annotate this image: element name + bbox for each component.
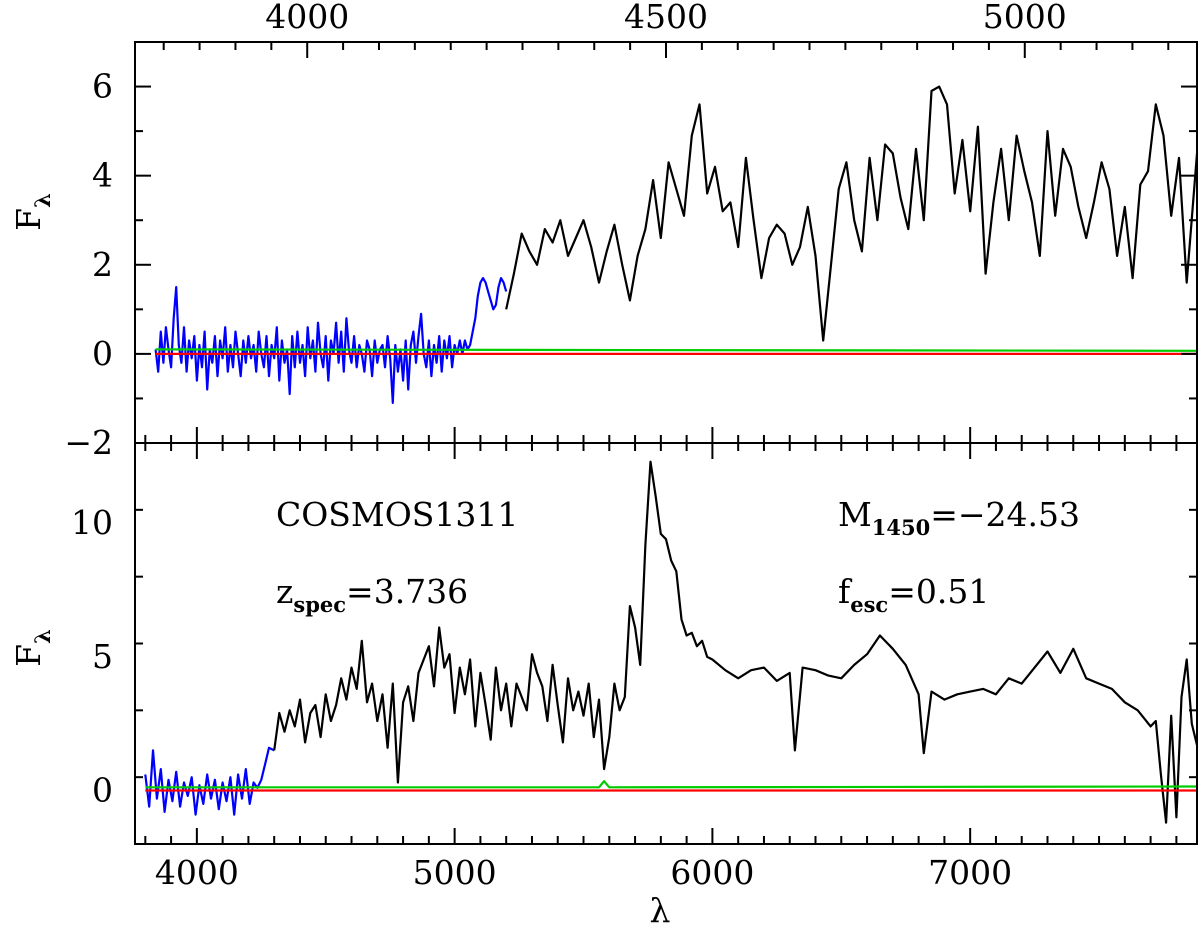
top-ticks: −2 0 2 4 6 4000 4500 5000 [64,0,1197,462]
top-series-line-2 [155,348,1198,352]
annotation-object-name: COSMOS1311 [276,495,518,534]
top-ytick-label: 2 [92,245,113,284]
bottom-xtick-label: 5000 [413,853,497,892]
top-series-line-0 [154,277,508,404]
annotation-redshift: zspec=3.736 [276,572,468,617]
bottom-ylabel: Fλ [9,629,55,667]
bottom-xtick-label: 6000 [670,853,754,892]
bottom-series-line-0 [144,746,275,816]
top-axis-tick-label: 4500 [624,0,708,36]
top-panel: −2 0 2 4 6 4000 4500 5000 Fλ [9,0,1199,462]
top-ytick-label: 6 [92,67,113,106]
bottom-xlabel: λ [650,891,671,930]
bottom-ytick-label: 10 [71,503,113,542]
top-series-group [154,85,1199,404]
top-axis-tick-label: 4000 [265,0,349,36]
top-axis-tick-label: 5000 [983,0,1067,36]
top-series-line-1 [505,85,1199,342]
bottom-series-group [144,460,1199,824]
annotation-magnitude: M1450=−24.53 [838,495,1080,540]
top-ytick-label: 0 [92,334,113,373]
bottom-panel: 0 5 10 4000 5000 6000 7000 Fλ λ COSMOS1311 zsp… [9,442,1199,930]
bottom-xtick-label: 4000 [155,853,239,892]
annotation-escape-fraction: fesc=0.51 [838,572,989,617]
top-ytick-label: 4 [92,156,113,195]
bottom-ytick-label: 0 [92,771,113,810]
bottom-series-line-1 [273,460,1199,824]
bottom-ticks: 0 5 10 4000 5000 6000 7000 [71,442,1197,892]
bottom-xtick-label: 7000 [928,853,1012,892]
bottom-ytick-label: 5 [92,637,113,676]
bottom-series-line-2 [145,780,1198,789]
top-ytick-label: −2 [64,423,113,462]
top-ylabel: Fλ [9,193,55,231]
